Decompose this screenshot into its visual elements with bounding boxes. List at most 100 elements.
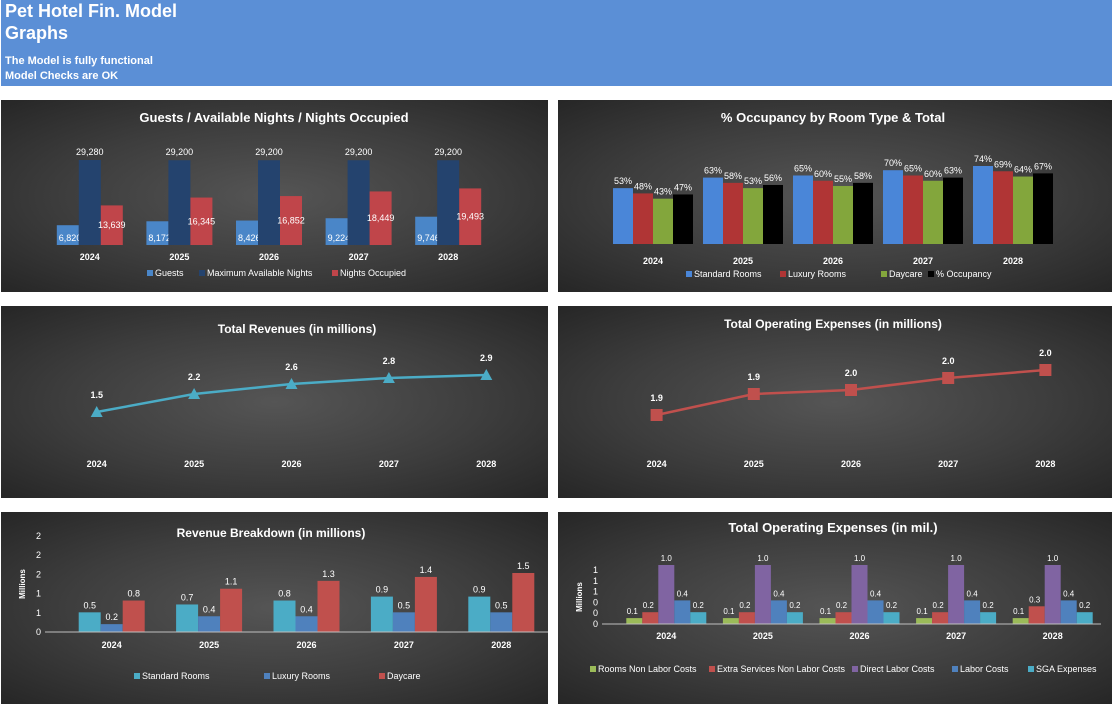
opexbreak-value-label-0-3: 0.1 [917, 607, 929, 616]
opexbreak-bar-4-1 [786, 612, 803, 624]
revenues-point-0 [90, 406, 103, 417]
occupancy-value-label-0-3: 70% [884, 158, 902, 168]
opexbreak-legend-swatch-2 [852, 666, 858, 672]
revbreak-title: Revenue Breakdown (in millions) [177, 526, 366, 540]
revbreak-bar-1-1 [198, 616, 221, 632]
opexbreak-value-label-2-0: 1.0 [661, 554, 673, 563]
opex-point-4 [1039, 364, 1052, 376]
opexbreak-value-label-4-1: 0.2 [789, 601, 801, 610]
opexbreak-bar-2-3 [948, 565, 965, 624]
revbreak-legend-item-2: Daycare [387, 671, 421, 681]
occupancy-value-label-1-2: 60% [814, 169, 832, 179]
guests-value-label-2-0: 13,639 [98, 220, 126, 230]
occupancy-value-label-1-4: 69% [994, 159, 1012, 169]
revbreak-value-label-0-0: 0.5 [83, 600, 96, 610]
revbreak-value-label-1-1: 0.4 [203, 604, 216, 614]
opexbreak-value-label-3-0: 0.4 [677, 589, 689, 598]
guests-value-label-0-3: 9,224 [328, 233, 351, 243]
guests-category-label-4: 2028 [438, 252, 458, 262]
revenues-point-2 [285, 378, 298, 389]
opexbreak-bar-4-0 [690, 612, 707, 624]
opexbreak-value-label-4-3: 0.2 [983, 601, 995, 610]
opexbreak-legend-item-4: SGA Expenses [1036, 664, 1097, 674]
opexbreak-category-label-1: 2025 [753, 631, 773, 641]
revbreak-value-label-0-3: 0.9 [376, 585, 389, 595]
opexbreak-y-tick-0: 0 [593, 619, 598, 629]
guests-category-label-2: 2026 [259, 252, 279, 262]
guests-bar-0-4 [415, 216, 438, 245]
guests-value-label-2-3: 18,449 [367, 213, 395, 223]
guests-value-label-0-4: 9,746 [417, 233, 440, 243]
opexbreak-legend-item-3: Labor Costs [960, 664, 1009, 674]
revenues-category-label-4: 2028 [476, 459, 496, 469]
occupancy-category-label-2: 2026 [823, 256, 843, 266]
model-status: The Model is fully functional [5, 55, 153, 67]
guests-legend-swatch-2 [332, 270, 338, 276]
occupancy-value-label-1-3: 65% [904, 163, 922, 173]
opexbreak-legend-item-1: Extra Services Non Labor Costs [717, 664, 846, 674]
opexbreak-category-label-0: 2024 [656, 631, 676, 641]
revbreak-bar-2-4 [512, 573, 535, 632]
opexbreak-bar-3-2 [867, 600, 884, 624]
opexbreak-y-tick-3: 1 [593, 587, 598, 597]
revbreak-y-tick-3: 2 [36, 569, 41, 579]
occupancy-value-label-3-4: 67% [1034, 161, 1052, 171]
occupancy-legend-swatch-3 [928, 271, 934, 277]
occupancy-bar-1-0 [633, 193, 653, 244]
opex-category-label-1: 2025 [744, 459, 764, 469]
occupancy-bar-3-2 [853, 182, 873, 244]
occupancy-value-label-1-1: 58% [724, 171, 742, 181]
revenue-breakdown-chart-panel: Revenue Breakdown (in millions) 0.5 0.2 0.8… [1, 512, 548, 704]
model-checks-status: Model Checks are OK [5, 70, 119, 82]
revbreak-category-label-2: 2026 [296, 640, 316, 650]
guests-bar-2-1 [190, 197, 213, 245]
revenues-point-1 [188, 388, 201, 399]
occupancy-value-label-3-2: 58% [854, 171, 872, 181]
opexbreak-value-label-1-4: 0.3 [1029, 595, 1041, 604]
revbreak-bar-1-0 [100, 624, 123, 632]
guests-bar-0-1 [146, 221, 169, 245]
occupancy-legend-swatch-0 [686, 271, 692, 277]
occupancy-bar-2-4 [1013, 176, 1033, 244]
guests-legend-item-2: Nights Occupied [340, 268, 406, 278]
opexbreak-value-label-0-1: 0.1 [723, 607, 735, 616]
opexbreak-value-label-3-4: 0.4 [1063, 589, 1075, 598]
occupancy-category-label-4: 2028 [1003, 256, 1023, 266]
opexbreak-value-label-2-1: 1.0 [757, 554, 769, 563]
revbreak-legend-item-1: Luxury Rooms [272, 671, 331, 681]
guests-bar-1-0 [78, 160, 101, 245]
opex-value-label-0: 1.9 [650, 393, 663, 403]
opexbreak-bar-2-0 [658, 565, 675, 624]
opex-value-label-2: 2.0 [845, 368, 858, 378]
guests-bar-2-4 [459, 188, 482, 245]
guests-value-label-0-2: 8,426 [238, 233, 261, 243]
opexbreak-bar-2-4 [1044, 565, 1061, 624]
revbreak-bar-2-3 [414, 576, 437, 632]
occupancy-value-label-0-2: 65% [794, 163, 812, 173]
guests-value-label-1-0: 29,280 [76, 147, 104, 157]
opexbreak-bar-3-4 [1060, 600, 1077, 624]
opex-breakdown-chart-panel: Total Operating Expenses (in mil.) 0.1 0.2… [558, 512, 1112, 704]
guests-legend-swatch-0 [147, 270, 153, 276]
occupancy-value-label-3-0: 47% [674, 182, 692, 192]
occupancy-legend-item-2: Daycare [889, 269, 923, 279]
revbreak-value-label-0-1: 0.7 [181, 592, 194, 602]
revbreak-value-label-2-3: 1.4 [420, 565, 433, 575]
occupancy-bar-3-4 [1033, 173, 1053, 244]
opexbreak-value-label-4-2: 0.2 [886, 601, 898, 610]
opexbreak-value-label-0-0: 0.1 [627, 607, 639, 616]
opexbreak-value-label-1-1: 0.2 [739, 601, 751, 610]
guests-value-label-2-1: 16,345 [188, 216, 216, 226]
opexbreak-value-label-0-4: 0.1 [1013, 607, 1025, 616]
opex-chart: Total Operating Expenses (in millions) 1.… [647, 317, 1056, 469]
page-title: Pet Hotel Fin. Model [5, 1, 178, 21]
opexbreak-bar-4-2 [883, 612, 900, 624]
guests-bar-1-4 [437, 160, 460, 245]
occupancy-bar-1-1 [723, 182, 743, 244]
revbreak-bar-0-4 [468, 596, 491, 632]
guests-bar-0-2 [236, 220, 258, 245]
opexbreak-legend-swatch-3 [952, 666, 958, 672]
revenues-value-label-0: 1.5 [90, 390, 103, 400]
revbreak-value-label-0-4: 0.9 [473, 585, 486, 595]
guests-value-label-1-3: 29,200 [345, 147, 373, 157]
